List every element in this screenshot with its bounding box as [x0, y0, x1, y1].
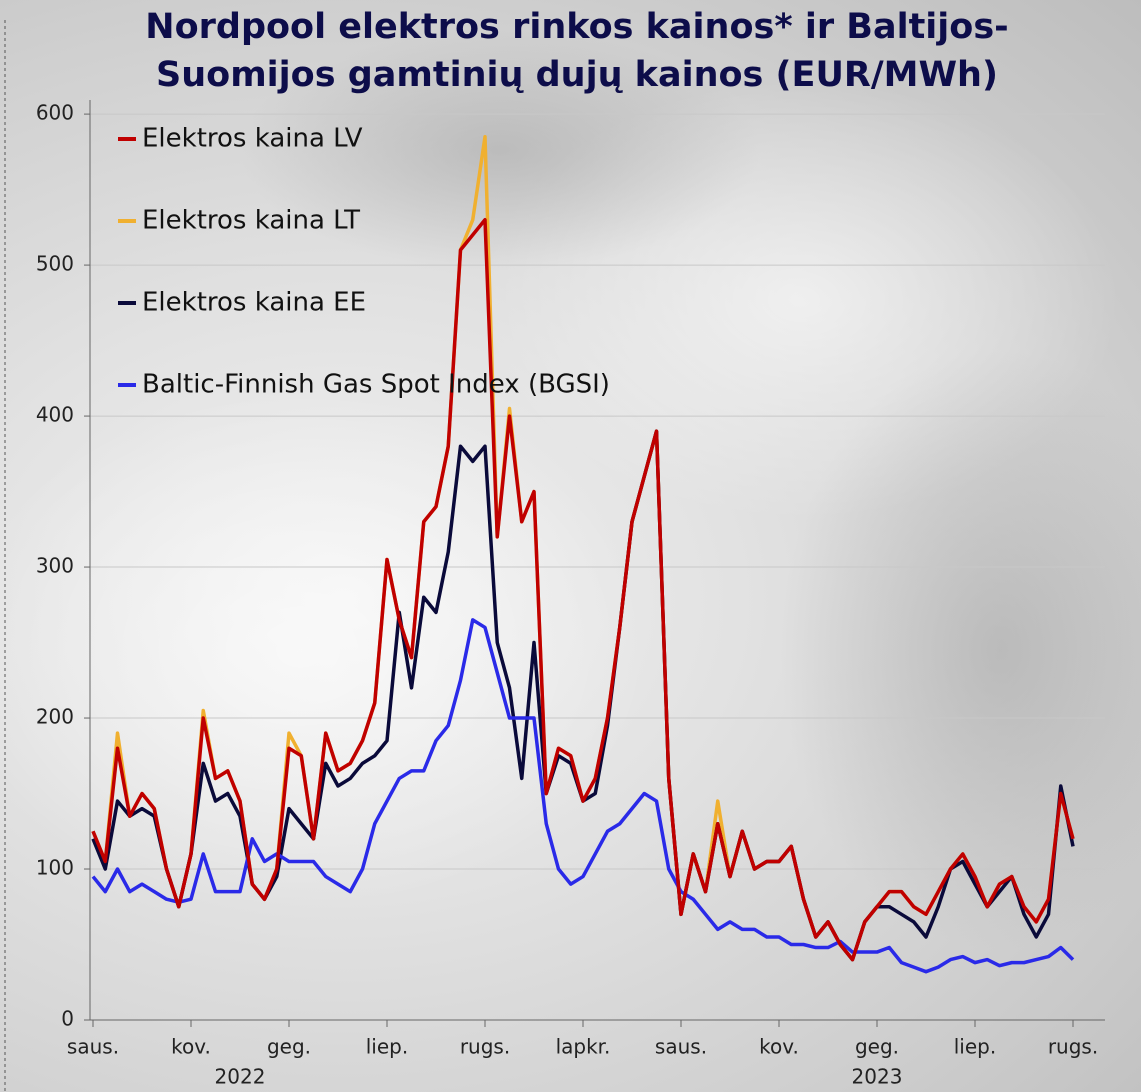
legend-label: Elektros kaina EE [142, 288, 366, 318]
chart: Nordpool elektros rinkos kainos* ir Balt… [0, 0, 1141, 1092]
legend-label: Elektros kaina LV [142, 124, 363, 154]
legend-label: Elektros kaina LT [142, 206, 360, 236]
y-tick-label: 300 [36, 554, 74, 578]
x-tick-label: liep. [954, 1035, 996, 1059]
x-tick-label: kov. [759, 1035, 799, 1059]
year-label: 2022 [215, 1065, 266, 1089]
x-tick-label: saus. [655, 1035, 707, 1059]
y-tick-label: 100 [36, 856, 74, 880]
y-tick-label: 600 [36, 101, 74, 125]
page: Nordpool elektros rinkos kainos* ir Balt… [0, 0, 1141, 1092]
x-tick-label: rugs. [1048, 1035, 1098, 1059]
y-tick-label: 0 [61, 1007, 74, 1031]
x-tick-label: geg. [855, 1035, 899, 1059]
x-tick-label: saus. [67, 1035, 119, 1059]
legend-label: Baltic-Finnish Gas Spot Index (BGSI) [142, 370, 610, 400]
y-tick-label: 400 [36, 403, 74, 427]
year-label: 2023 [852, 1065, 903, 1089]
chart-title: Nordpool elektros rinkos kainos* ir Balt… [145, 7, 1008, 47]
x-tick-label: liep. [366, 1035, 408, 1059]
x-tick-label: geg. [267, 1035, 311, 1059]
chart-title: Suomijos gamtinių dujų kainos (EUR/MWh) [156, 55, 998, 95]
y-tick-label: 500 [36, 252, 74, 276]
y-tick-label: 200 [36, 705, 74, 729]
x-tick-label: rugs. [460, 1035, 510, 1059]
x-tick-label: lapkr. [556, 1035, 611, 1059]
x-tick-label: kov. [171, 1035, 211, 1059]
cloud [0, 390, 650, 910]
